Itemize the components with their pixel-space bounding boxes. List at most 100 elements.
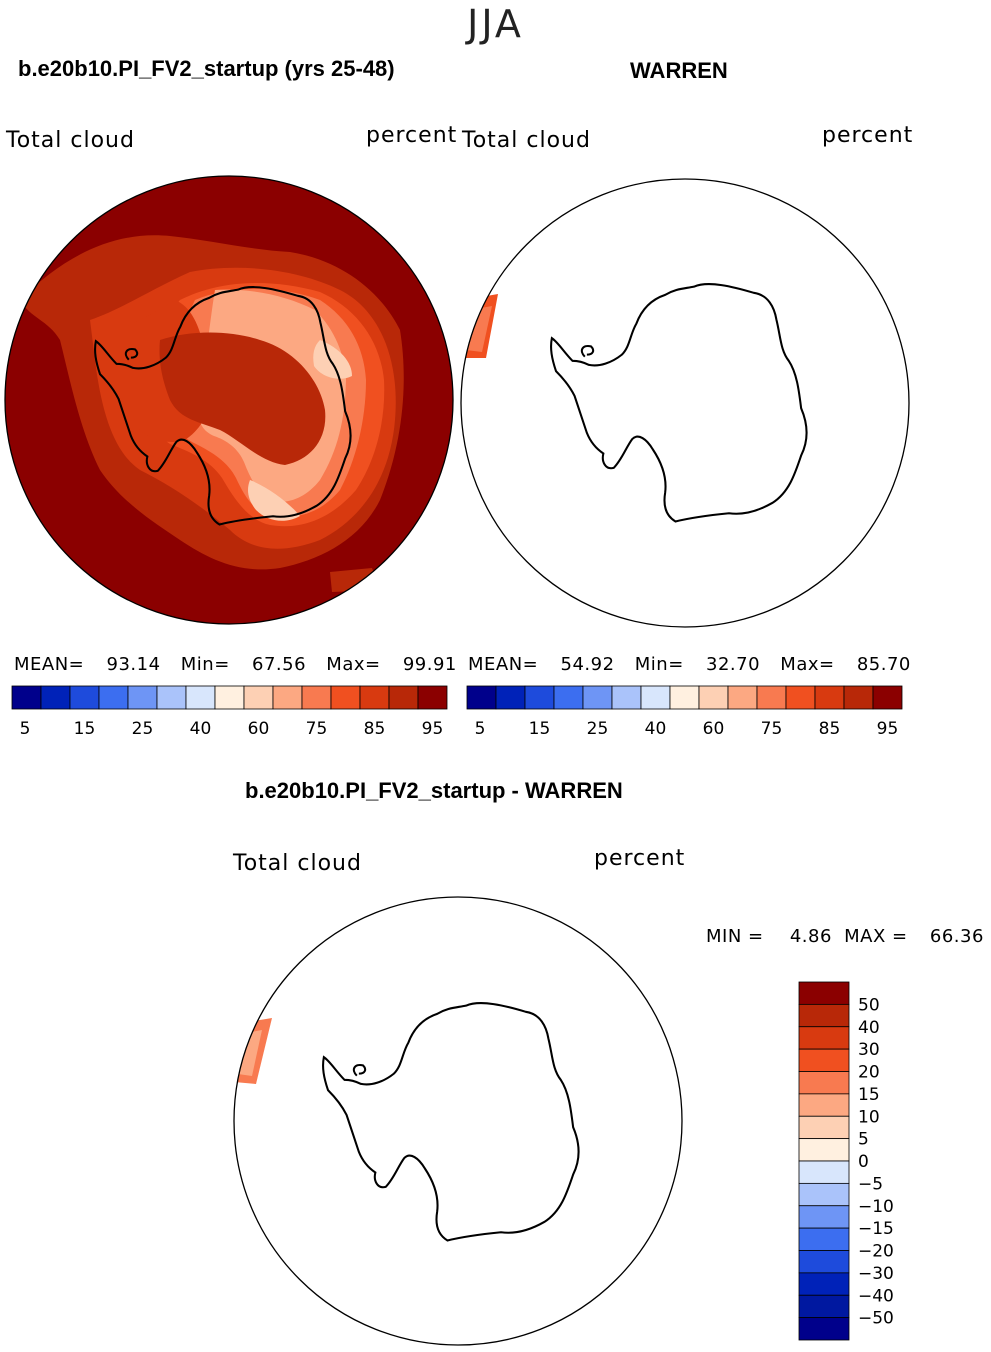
- left-colorbar-box: [417, 685, 448, 710]
- left-colorbar-box: [243, 685, 274, 710]
- right-colorbar-box: [553, 685, 584, 710]
- right-colorbar-box: [872, 685, 903, 710]
- right-colorbar-box: [756, 685, 787, 710]
- right-stats: MEAN= 54.92 Min= 32.70 Max= 85.70: [468, 654, 911, 675]
- diff-colorbar-box: [798, 1003, 850, 1028]
- diff-colorbar-tick: −20: [858, 1242, 894, 1262]
- diff-colorbar-box: [798, 1294, 850, 1319]
- diff-coastline: [322, 1002, 580, 1242]
- diff-colorbar-tick: 40: [858, 1018, 880, 1038]
- right-variable-label: Total cloud: [462, 128, 591, 153]
- right-colorbar-box: [611, 685, 642, 710]
- left-mean-value: 93.14: [106, 654, 161, 675]
- right-mean-label: MEAN=: [468, 654, 539, 675]
- right-map-fill: [461, 179, 909, 627]
- left-colorbar-tick: 60: [248, 719, 270, 739]
- diff-map-fill: [234, 897, 682, 1345]
- left-colorbar-box: [272, 685, 303, 710]
- left-colorbar-tick: 25: [132, 719, 154, 739]
- diff-colorbar-box: [798, 1138, 850, 1162]
- diff-max-label: MAX =: [844, 926, 908, 947]
- left-coastline: [94, 286, 352, 526]
- right-colorbar-tick: 40: [645, 719, 667, 739]
- diff-colorbar-box: [798, 1071, 850, 1095]
- left-colorbar-box: [185, 685, 216, 710]
- right-colorbar-box: [524, 685, 555, 710]
- diff-colorbar-box: [798, 1205, 850, 1229]
- right-colorbar-tick: 75: [761, 719, 783, 739]
- left-colorbar-tick: 75: [306, 719, 328, 739]
- left-panel-title: b.e20b10.PI_FV2_startup (yrs 25-48): [18, 56, 395, 81]
- diff-variable-label: Total cloud: [233, 851, 362, 876]
- right-colorbar-box: [466, 685, 497, 710]
- diff-colorbar-box: [798, 1272, 850, 1296]
- diff-colorbar-box: [798, 1048, 850, 1072]
- right-units-label: percent: [822, 123, 914, 148]
- left-variable-label: Total cloud: [6, 128, 135, 153]
- right-colorbar-box: [843, 685, 874, 710]
- diff-colorbar-box: [798, 1182, 850, 1207]
- diff-colorbar-tick: 10: [858, 1107, 880, 1127]
- left-colorbar-box: [330, 685, 361, 710]
- left-colorbar-box: [388, 685, 419, 710]
- left-max-label: Max=: [326, 654, 381, 675]
- left-min-label: Min=: [180, 654, 230, 675]
- diff-min-label: MIN =: [706, 926, 764, 947]
- right-colorbar-tick: 95: [877, 719, 899, 739]
- left-colorbar-box: [69, 685, 100, 710]
- diff-colorbar-tick: −30: [858, 1264, 894, 1284]
- right-max-value: 85.70: [856, 654, 911, 675]
- season-title: JJA: [467, 2, 524, 46]
- left-min-value: 67.56: [252, 654, 307, 675]
- diff-colorbar-tick: 30: [858, 1040, 880, 1060]
- left-colorbar-box: [156, 685, 187, 710]
- right-colorbar-box: [640, 685, 671, 710]
- diff-colorbar-tick: −5: [858, 1174, 883, 1194]
- right-colorbar-box: [785, 685, 816, 710]
- left-colorbar-tick: 85: [364, 719, 386, 739]
- left-colorbar-box: [11, 685, 42, 710]
- right-mean-value: 54.92: [560, 654, 615, 675]
- right-colorbar-tick: 60: [703, 719, 725, 739]
- left-colorbar-tick: 15: [74, 719, 96, 739]
- left-colorbar-box: [301, 685, 332, 710]
- right-colorbar-tick: 15: [529, 719, 551, 739]
- left-colorbar-tick: 40: [190, 719, 212, 739]
- left-colorbar-box: [127, 685, 158, 710]
- diff-colorbar-tick: 0: [858, 1152, 869, 1172]
- right-colorbar-box: [814, 685, 845, 710]
- diff-colorbar-box: [798, 1026, 850, 1050]
- diff-min-value: 4.86: [789, 926, 832, 947]
- left-colorbar-box: [214, 685, 245, 710]
- right-colorbar-box: [669, 685, 700, 710]
- diff-colorbar-tick: −10: [858, 1197, 894, 1217]
- right-colorbar-box: [698, 685, 729, 710]
- diff-colorbar-tick: −50: [858, 1309, 894, 1329]
- right-colorbar-box: [495, 685, 526, 710]
- left-map-fill: [5, 176, 453, 624]
- diff-colorbar-box: [798, 1093, 850, 1117]
- diff-colorbar-tick: 50: [858, 995, 880, 1015]
- left-colorbar-box: [359, 685, 390, 710]
- right-colorbar-tick: 5: [475, 719, 486, 739]
- left-stats: MEAN= 93.14 Min= 67.56 Max= 99.91: [14, 654, 457, 675]
- right-colorbar-tick: 25: [587, 719, 609, 739]
- left-max-value: 99.91: [402, 654, 457, 675]
- diff-colorbar-tick: 20: [858, 1063, 880, 1083]
- diff-units-label: percent: [594, 846, 686, 871]
- left-units-label: percent: [366, 123, 458, 148]
- left-colorbar-tick: 95: [422, 719, 444, 739]
- right-colorbar-box: [727, 685, 758, 710]
- diff-max-value: 66.36: [929, 926, 984, 947]
- diff-colorbar-box: [798, 1317, 850, 1341]
- diff-panel-title: b.e20b10.PI_FV2_startup - WARREN: [245, 778, 623, 803]
- right-colorbar-box: [582, 685, 613, 710]
- right-max-label: Max=: [780, 654, 835, 675]
- diff-colorbar-box: [798, 1227, 850, 1251]
- right-colorbar-tick: 85: [819, 719, 841, 739]
- diff-minmax: MIN = 4.86 MAX = 66.36: [706, 926, 984, 947]
- diff-colorbar-tick: 15: [858, 1085, 880, 1105]
